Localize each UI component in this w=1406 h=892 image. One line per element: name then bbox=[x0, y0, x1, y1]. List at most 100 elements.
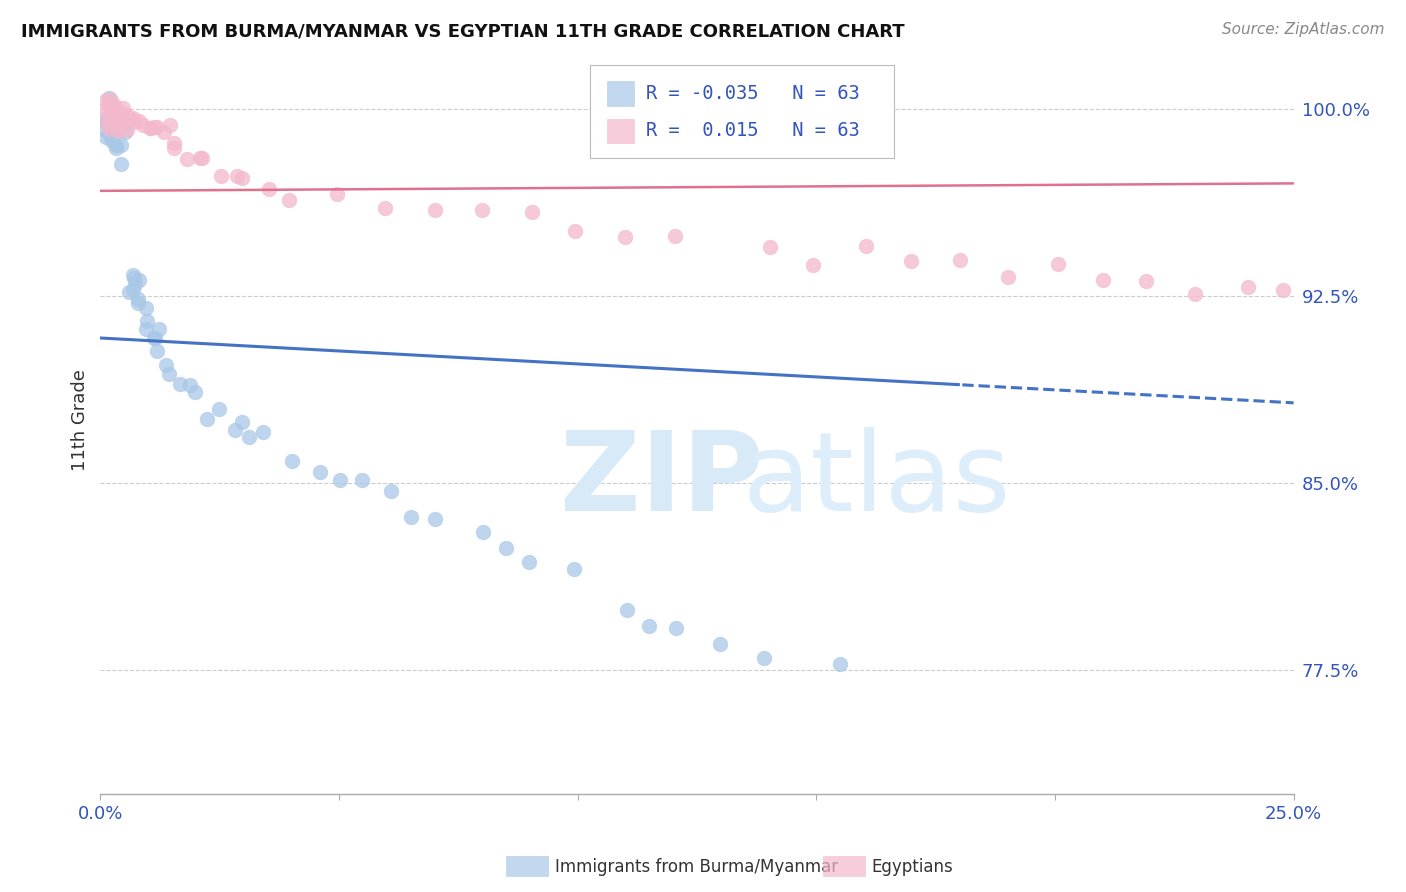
Point bbox=[110, 138, 132, 153]
Point bbox=[997, 269, 1019, 284]
Point bbox=[98, 91, 121, 105]
Point bbox=[122, 283, 145, 297]
Point bbox=[163, 141, 186, 155]
Point bbox=[104, 99, 127, 113]
FancyBboxPatch shape bbox=[607, 81, 634, 106]
Point bbox=[103, 122, 125, 136]
Point bbox=[329, 474, 352, 488]
FancyBboxPatch shape bbox=[607, 119, 634, 144]
Text: Source: ZipAtlas.com: Source: ZipAtlas.com bbox=[1222, 22, 1385, 37]
Point bbox=[224, 423, 246, 437]
Point bbox=[122, 271, 145, 285]
Point bbox=[281, 454, 304, 468]
Point bbox=[225, 169, 247, 184]
Point bbox=[118, 285, 141, 299]
Point bbox=[146, 120, 169, 135]
Point bbox=[326, 186, 349, 201]
Point bbox=[98, 122, 121, 136]
Point bbox=[115, 122, 138, 136]
Text: R =  0.015   N = 63: R = 0.015 N = 63 bbox=[645, 121, 859, 140]
Point bbox=[132, 118, 155, 132]
Point bbox=[107, 124, 129, 138]
Point bbox=[98, 99, 121, 113]
Text: R = -0.035   N = 63: R = -0.035 N = 63 bbox=[645, 84, 859, 103]
Point bbox=[98, 128, 121, 142]
Point bbox=[98, 113, 121, 128]
Point bbox=[135, 321, 157, 335]
Point bbox=[616, 603, 638, 617]
Point bbox=[110, 120, 132, 134]
Point bbox=[380, 483, 402, 498]
Point bbox=[139, 121, 162, 136]
FancyBboxPatch shape bbox=[589, 65, 894, 159]
Point bbox=[128, 113, 150, 128]
Point bbox=[176, 152, 198, 166]
Point bbox=[127, 296, 149, 310]
Point bbox=[257, 182, 280, 196]
Point bbox=[188, 151, 211, 165]
Point bbox=[128, 273, 150, 287]
Point bbox=[101, 134, 124, 148]
Point bbox=[231, 415, 253, 429]
Point bbox=[517, 555, 540, 569]
Point bbox=[139, 120, 162, 135]
Point bbox=[111, 101, 134, 115]
Point bbox=[564, 224, 586, 238]
Point bbox=[117, 110, 139, 124]
Point bbox=[949, 253, 972, 268]
Point bbox=[110, 157, 132, 171]
Point bbox=[562, 562, 585, 576]
Point bbox=[114, 107, 136, 121]
Point bbox=[231, 171, 253, 186]
Point bbox=[709, 637, 731, 651]
Point bbox=[124, 277, 146, 292]
Point bbox=[309, 466, 332, 480]
Point bbox=[471, 525, 494, 540]
Point bbox=[97, 96, 120, 111]
Point bbox=[759, 240, 782, 254]
Point bbox=[163, 136, 186, 150]
Point bbox=[159, 119, 181, 133]
Point bbox=[101, 99, 124, 113]
Point bbox=[94, 130, 117, 145]
Point bbox=[638, 619, 661, 633]
Text: atlas: atlas bbox=[742, 426, 1011, 533]
Point bbox=[114, 117, 136, 131]
Point bbox=[399, 509, 422, 524]
Point bbox=[93, 112, 115, 126]
Point bbox=[94, 102, 117, 116]
Point bbox=[122, 112, 145, 126]
Point bbox=[184, 385, 207, 400]
Text: IMMIGRANTS FROM BURMA/MYANMAR VS EGYPTIAN 11TH GRADE CORRELATION CHART: IMMIGRANTS FROM BURMA/MYANMAR VS EGYPTIA… bbox=[21, 22, 904, 40]
Point bbox=[96, 93, 118, 107]
Text: ZIP: ZIP bbox=[560, 426, 763, 533]
Point bbox=[94, 115, 117, 129]
Point bbox=[471, 202, 494, 217]
Point bbox=[238, 429, 260, 443]
Point bbox=[94, 123, 117, 137]
Point bbox=[855, 239, 877, 253]
Point bbox=[1184, 286, 1206, 301]
Point bbox=[105, 113, 128, 128]
Point bbox=[135, 301, 157, 315]
Point bbox=[122, 115, 145, 129]
Point bbox=[752, 650, 775, 665]
Point bbox=[108, 123, 131, 137]
Point bbox=[1046, 256, 1069, 270]
Point bbox=[801, 258, 824, 272]
Point bbox=[142, 331, 165, 345]
Point bbox=[104, 111, 127, 125]
Point bbox=[522, 205, 544, 219]
Point bbox=[127, 292, 149, 306]
Text: Immigrants from Burma/Myanmar: Immigrants from Burma/Myanmar bbox=[555, 858, 838, 876]
Point bbox=[1091, 273, 1114, 287]
Point bbox=[169, 377, 191, 392]
Point bbox=[1272, 283, 1295, 297]
Point bbox=[146, 344, 169, 359]
Point bbox=[423, 511, 446, 525]
Point bbox=[104, 116, 127, 130]
Point bbox=[136, 313, 159, 327]
Point bbox=[209, 169, 232, 184]
Point bbox=[155, 359, 177, 373]
Point bbox=[614, 230, 637, 244]
